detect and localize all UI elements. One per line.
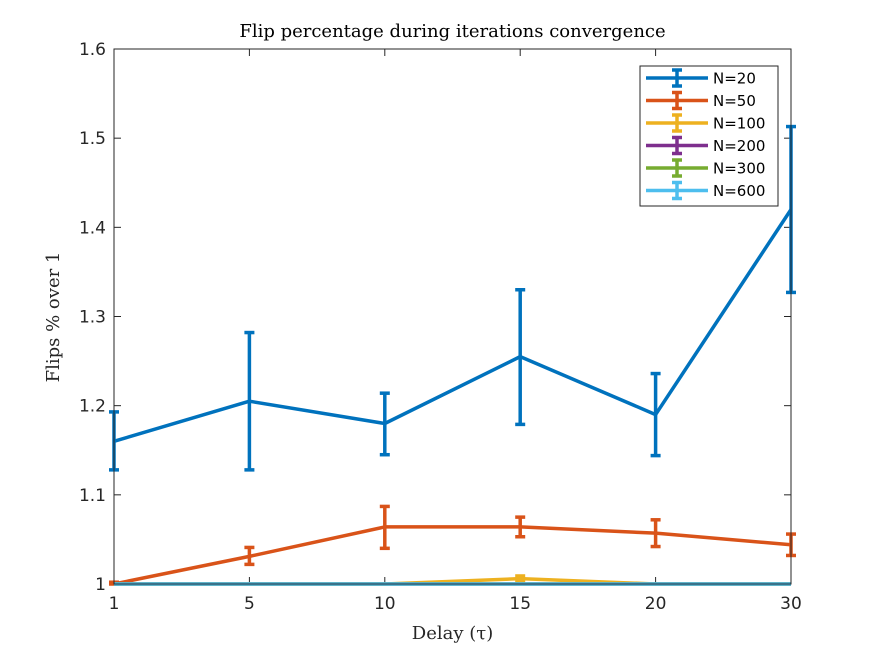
x-tick-label: 1 (109, 594, 120, 614)
x-tick-label: 30 (780, 594, 802, 614)
x-tick-label: 20 (645, 594, 667, 614)
x-tick-label: 10 (374, 594, 396, 614)
x-tick-label: 15 (509, 594, 531, 614)
x-tick-label: 5 (244, 594, 255, 614)
y-tick-label: 1.4 (79, 218, 106, 238)
legend-item: N=50 (646, 90, 756, 111)
y-tick-label: 1.6 (79, 40, 106, 60)
x-axis-label: Delay (τ) (412, 623, 493, 644)
chart-title: Flip percentage during iterations conver… (239, 21, 665, 42)
axes-box (113, 48, 792, 585)
y-tick-label: 1.3 (79, 308, 106, 328)
legend: N=20 N=50 N=100 N=200 N=300 N=600 (639, 65, 779, 207)
legend-label: N=600 (713, 182, 765, 200)
series-line (113, 208, 793, 444)
legend-item: N=100 (646, 113, 765, 133)
legend-label: N=100 (713, 115, 765, 133)
y-tick-label: 1.5 (79, 129, 106, 149)
legend-label: N=200 (713, 137, 765, 155)
legend-item: N=600 (646, 180, 765, 201)
series-line (113, 525, 792, 586)
legend-label: N=20 (713, 70, 756, 88)
legend-item: N=200 (646, 135, 765, 156)
legend-item: N=300 (646, 158, 765, 178)
legend-box (639, 65, 779, 207)
y-tick-label: 1.2 (79, 397, 106, 417)
y-axis-label: Flips % over 1 (43, 252, 64, 383)
legend-item: N=20 (646, 68, 756, 88)
y-tick-label: 1 (95, 575, 106, 595)
y-tick-label: 1.1 (79, 486, 106, 506)
legend-label: N=300 (713, 160, 765, 178)
legend-label: N=50 (713, 92, 756, 110)
